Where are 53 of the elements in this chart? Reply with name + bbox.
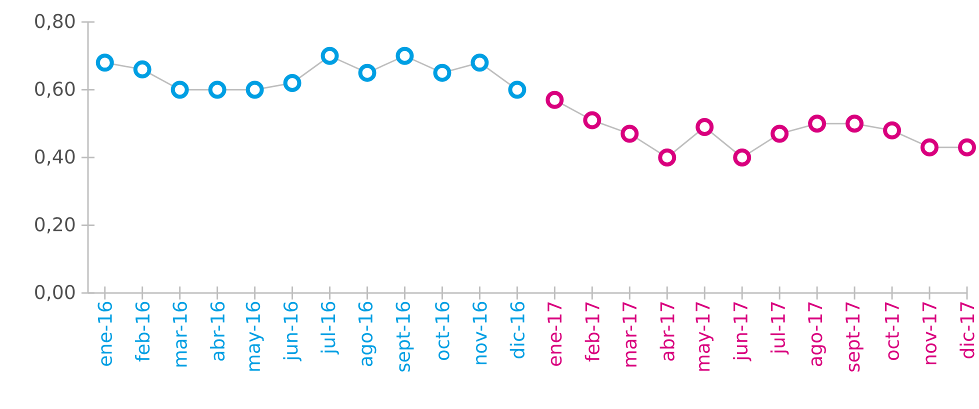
x-tick-label: sept-16 xyxy=(396,302,414,372)
point xyxy=(433,64,452,82)
point xyxy=(696,118,714,136)
x-tick-label: abr-16 xyxy=(210,302,225,361)
point xyxy=(396,46,414,65)
x-tick-label: feb-16 xyxy=(135,302,150,362)
point xyxy=(246,80,264,99)
x-tick-label: jul-16 xyxy=(320,302,339,354)
y-tick-label: 0,40 xyxy=(35,149,75,166)
x-tick-label: oct-16 xyxy=(435,302,450,360)
point xyxy=(770,124,789,143)
point xyxy=(170,80,189,99)
point xyxy=(96,54,114,72)
point xyxy=(658,148,676,166)
point xyxy=(508,80,526,99)
x-tick-label: nov-16 xyxy=(472,302,487,364)
point xyxy=(470,54,489,72)
point xyxy=(883,121,902,140)
x-tick-label: mar-17 xyxy=(622,302,637,367)
x-tick-label: oct-17 xyxy=(885,302,900,360)
point xyxy=(546,90,564,109)
point xyxy=(583,111,602,130)
x-tick-label: jun-17 xyxy=(732,302,752,362)
point xyxy=(133,60,152,78)
x-tick-label: may-16 xyxy=(246,302,264,371)
y-tick-label: 0,00 xyxy=(35,284,75,302)
x-tick-label: sept-17 xyxy=(846,302,864,372)
x-tick-label: ago-17 xyxy=(808,302,826,366)
x-tick-label: feb-17 xyxy=(584,302,600,362)
x-tick-label: ago-16 xyxy=(358,302,376,366)
point xyxy=(808,114,826,133)
x-tick-label: jul-17 xyxy=(770,302,789,354)
point xyxy=(283,74,302,92)
point xyxy=(620,124,639,143)
x-tick-label: ene-17 xyxy=(548,302,562,366)
point xyxy=(733,148,752,166)
y-tick-label: 0,80 xyxy=(35,14,75,30)
point xyxy=(958,138,976,156)
point xyxy=(320,46,339,65)
point xyxy=(208,80,226,99)
x-tick-label: mar-16 xyxy=(172,302,187,367)
y-tick-label: 0,20 xyxy=(35,217,75,234)
x-tick-label: ene-16 xyxy=(98,302,112,366)
x-tick-label: nov-17 xyxy=(922,302,937,364)
point xyxy=(358,64,376,82)
point xyxy=(846,114,864,133)
point xyxy=(920,138,939,156)
x-tick-label: dic-17 xyxy=(960,302,974,358)
x-tick-label: jun-16 xyxy=(283,302,302,362)
y-tick-label: 0,60 xyxy=(35,82,75,98)
x-tick-label: may-17 xyxy=(696,302,714,371)
x-tick-label: dic-16 xyxy=(510,302,525,358)
x-tick-label: abr-17 xyxy=(660,302,674,361)
